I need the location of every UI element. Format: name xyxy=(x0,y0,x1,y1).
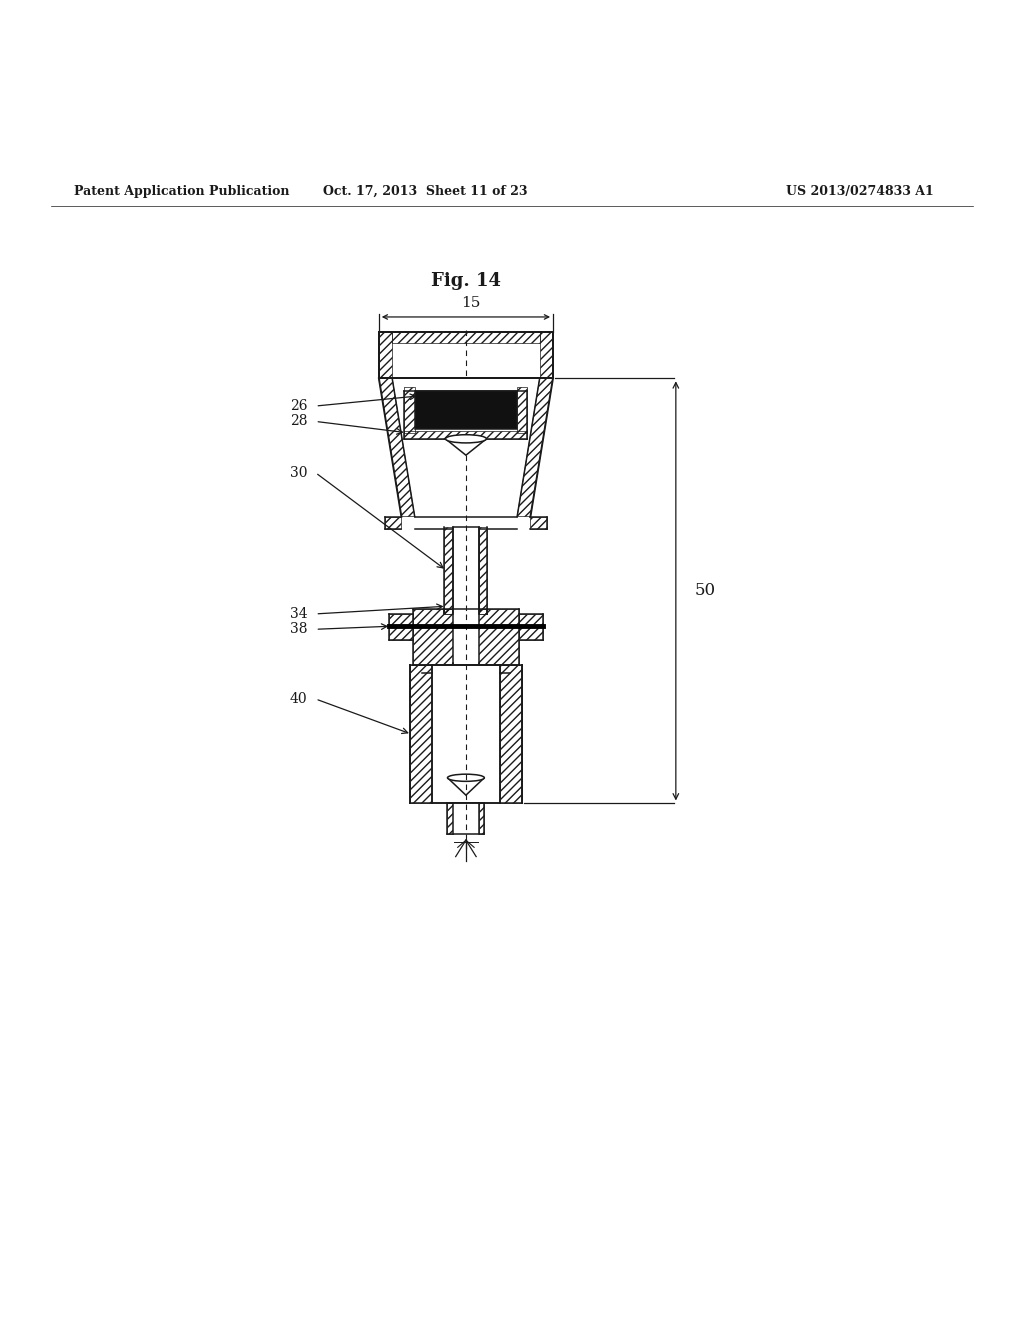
Bar xyxy=(410,665,432,804)
Bar xyxy=(379,333,553,379)
Bar xyxy=(444,609,453,614)
Bar xyxy=(453,527,479,614)
Bar xyxy=(415,391,517,429)
Polygon shape xyxy=(445,438,486,455)
Bar xyxy=(392,333,540,343)
Bar xyxy=(444,527,453,614)
Text: 38: 38 xyxy=(290,622,307,636)
Ellipse shape xyxy=(445,434,486,444)
Bar xyxy=(389,614,413,639)
Ellipse shape xyxy=(447,774,484,781)
Text: US 2013/0274833 A1: US 2013/0274833 A1 xyxy=(786,185,934,198)
Text: Fig. 14: Fig. 14 xyxy=(431,272,501,290)
Bar xyxy=(519,614,543,639)
Bar xyxy=(385,516,401,529)
Bar xyxy=(517,387,527,433)
Bar xyxy=(500,665,522,804)
Text: 40: 40 xyxy=(290,692,307,706)
Text: 30: 30 xyxy=(290,466,307,479)
Bar xyxy=(404,387,415,433)
Bar xyxy=(447,804,453,834)
Bar xyxy=(479,804,484,834)
Bar xyxy=(404,430,527,438)
Text: 34: 34 xyxy=(290,607,307,620)
Bar xyxy=(479,609,487,614)
Text: 15: 15 xyxy=(462,296,480,310)
Bar xyxy=(379,333,392,379)
Bar xyxy=(432,665,500,804)
Text: 28: 28 xyxy=(290,414,307,429)
Bar xyxy=(413,609,519,665)
Polygon shape xyxy=(447,777,484,795)
Text: 26: 26 xyxy=(290,399,307,413)
Bar xyxy=(379,333,553,379)
Bar xyxy=(453,609,479,665)
Bar xyxy=(530,516,547,529)
Text: Patent Application Publication: Patent Application Publication xyxy=(74,185,289,198)
Bar xyxy=(540,333,553,379)
Bar xyxy=(479,527,487,614)
Bar xyxy=(453,804,479,834)
Text: 50: 50 xyxy=(694,582,716,599)
Text: Oct. 17, 2013  Sheet 11 of 23: Oct. 17, 2013 Sheet 11 of 23 xyxy=(323,185,527,198)
